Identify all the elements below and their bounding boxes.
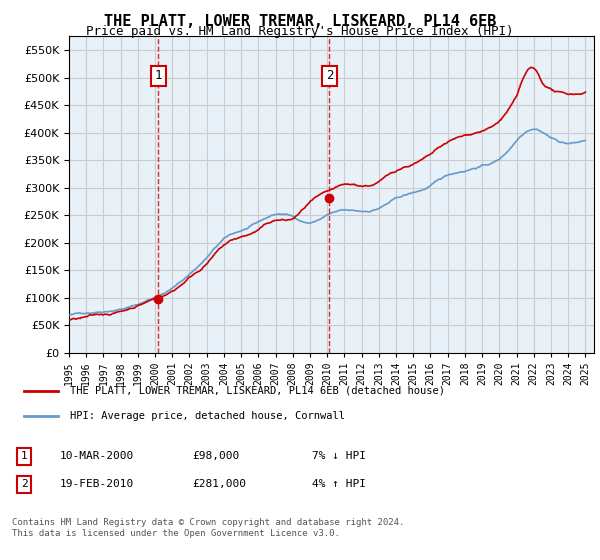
Text: Price paid vs. HM Land Registry's House Price Index (HPI): Price paid vs. HM Land Registry's House … [86, 25, 514, 38]
Text: 2: 2 [326, 69, 333, 82]
Text: 4% ↑ HPI: 4% ↑ HPI [312, 479, 366, 489]
Text: THE PLATT, LOWER TREMAR, LISKEARD, PL14 6EB: THE PLATT, LOWER TREMAR, LISKEARD, PL14 … [104, 14, 496, 29]
Text: 7% ↓ HPI: 7% ↓ HPI [312, 451, 366, 461]
Text: THE PLATT, LOWER TREMAR, LISKEARD, PL14 6EB (detached house): THE PLATT, LOWER TREMAR, LISKEARD, PL14 … [70, 386, 445, 395]
Text: £98,000: £98,000 [192, 451, 239, 461]
Text: 1: 1 [20, 451, 28, 461]
Text: HPI: Average price, detached house, Cornwall: HPI: Average price, detached house, Corn… [70, 411, 344, 421]
Text: 1: 1 [155, 69, 162, 82]
Text: £281,000: £281,000 [192, 479, 246, 489]
Text: 2: 2 [20, 479, 28, 489]
Text: 19-FEB-2010: 19-FEB-2010 [60, 479, 134, 489]
Text: 10-MAR-2000: 10-MAR-2000 [60, 451, 134, 461]
Text: Contains HM Land Registry data © Crown copyright and database right 2024.
This d: Contains HM Land Registry data © Crown c… [12, 518, 404, 538]
